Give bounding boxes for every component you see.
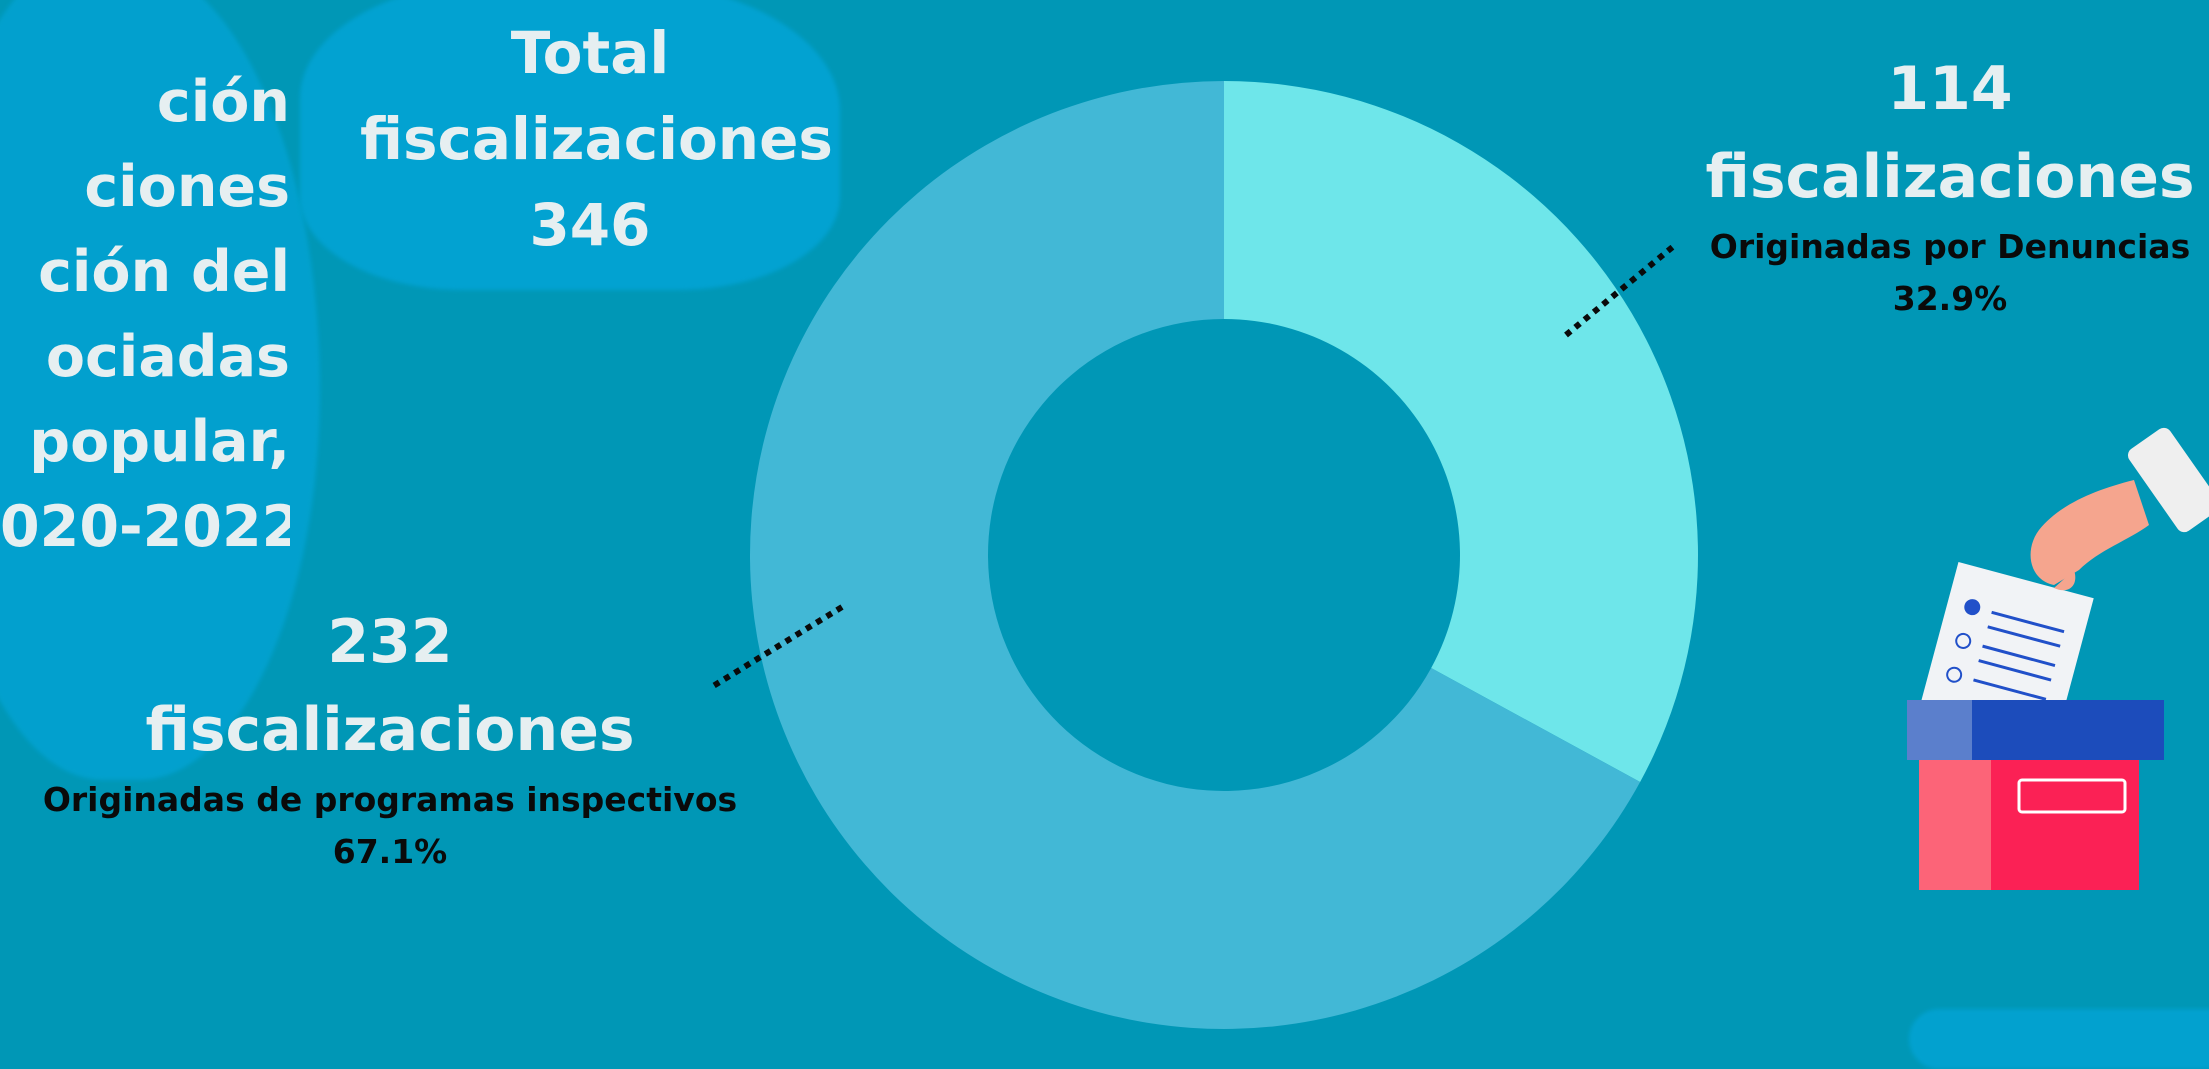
donut-slice-programas [749, 81, 1641, 1029]
donut-slice-denuncias [1224, 81, 1698, 782]
chart-title-fragment: ción ciones ción del ociadas popular, 02… [0, 60, 290, 570]
title-line: ciones [84, 154, 290, 220]
label-denuncias: 114 fiscalizaciones Originadas por Denun… [1690, 45, 2209, 325]
programas-desc: Originadas de programas inspectivos [42, 780, 738, 819]
programas-count: 232 [327, 607, 453, 677]
total-label-line1: Total [510, 19, 670, 87]
denuncias-unit: fiscalizaciones [1705, 142, 2195, 212]
total-label-line2: fiscalizaciones [360, 105, 833, 173]
leader-line-programas [708, 604, 844, 691]
background-blob-left [0, 0, 320, 780]
title-line: ción del [38, 239, 290, 305]
denuncias-desc: Originadas por Denuncias [1709, 227, 2191, 266]
title-line: ociadas [45, 324, 290, 390]
total-block: Total fiscalizaciones 346 [360, 10, 833, 268]
denuncias-percent: 32.9% [1892, 279, 2008, 318]
title-line: popular, [29, 409, 290, 475]
title-line: 020-2022 [0, 494, 290, 560]
programas-percent: 67.1% [332, 832, 448, 871]
background-blob-total [300, 0, 840, 290]
donut-chart [708, 81, 1698, 1029]
denuncias-count: 114 [1887, 54, 2013, 124]
programas-unit: fiscalizaciones [145, 695, 635, 765]
label-programas: 232 fiscalizaciones Originadas de progra… [0, 598, 780, 878]
total-value: 346 [529, 191, 651, 259]
title-line: ción [156, 69, 290, 135]
ballot-box-illustration [1907, 427, 2209, 890]
